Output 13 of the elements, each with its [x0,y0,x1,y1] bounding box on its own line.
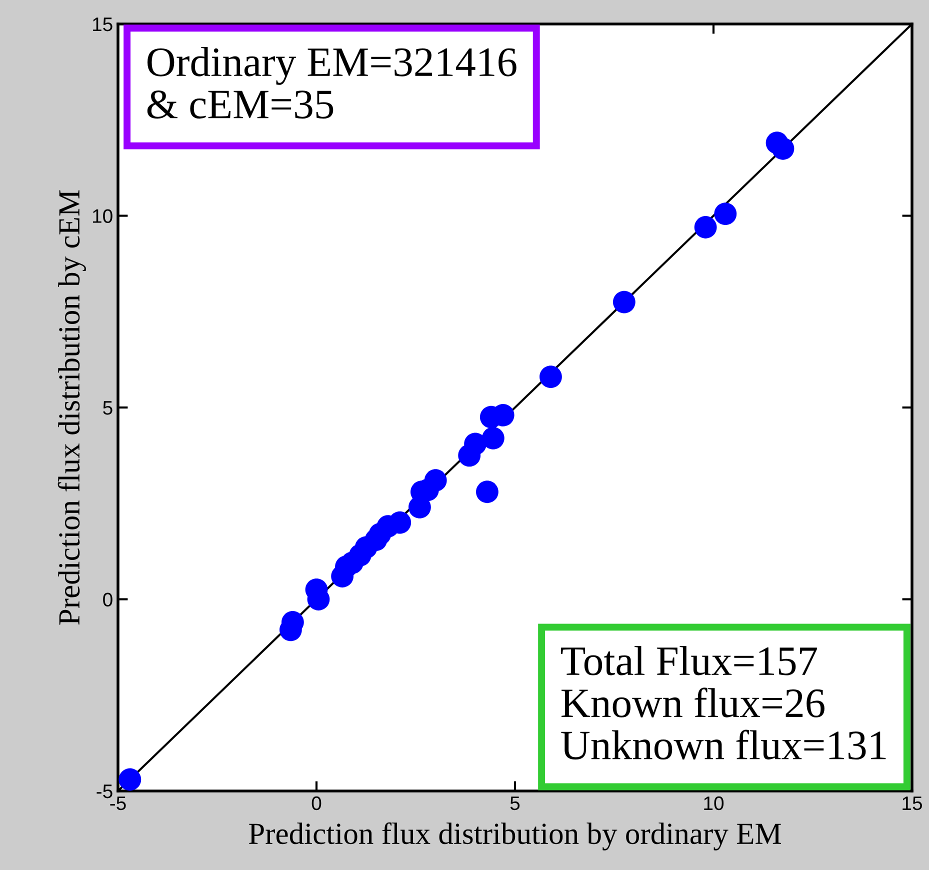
annotation: Ordinary EM=321416 & cEM=35 [147,47,516,119]
y-tick-label: 5 [103,401,112,415]
annotation: Total Flux=157 Known flux=26 Unknown flux=131 [561,646,886,760]
y-tick-label: -5 [96,784,112,798]
y-tick-label: 0 [103,592,112,606]
y-tick-label: 15 [92,18,112,32]
y-axis-title: Prediction flux distribution by cEM [58,190,86,625]
x-tick-label: 15 [902,796,922,810]
x-axis-title: Prediction flux distribution by ordinary EM [248,822,782,850]
x-tick-label: 5 [510,796,520,810]
y-tick-label: 10 [92,209,112,223]
x-tick-label: 0 [312,796,322,810]
x-tick-label: 10 [704,796,724,810]
